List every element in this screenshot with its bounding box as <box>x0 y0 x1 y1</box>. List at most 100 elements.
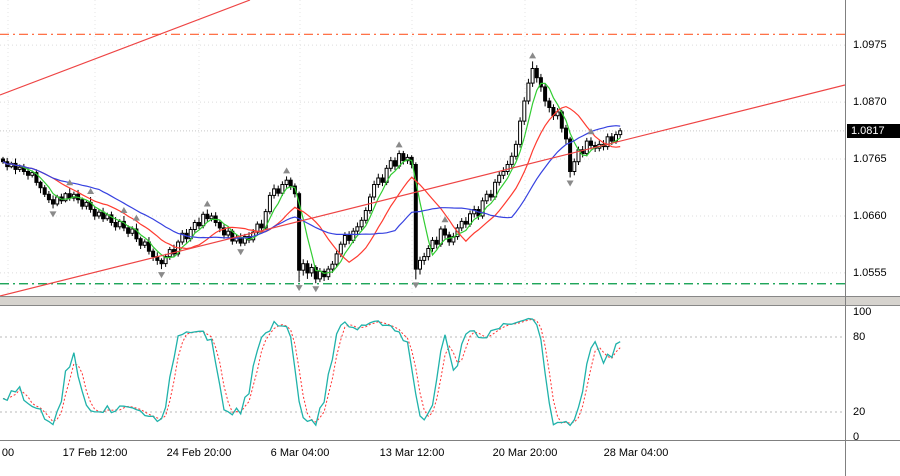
candle <box>618 128 623 138</box>
candle <box>142 239 147 248</box>
fractal-down-icon <box>158 272 165 279</box>
candles-layer <box>1 61 623 284</box>
candle <box>547 97 552 113</box>
candle <box>292 183 297 198</box>
fractal-down-icon <box>295 285 303 292</box>
price-axis[interactable]: 1.0817 1.0975 1.0870 1.0765 1.0660 1.0555 100… <box>845 0 900 476</box>
candle <box>280 181 285 196</box>
indicator-axis-label: 20 <box>853 406 866 418</box>
candle <box>272 184 277 199</box>
fractal-down-icon <box>49 211 57 218</box>
panel-divider[interactable] <box>0 296 900 306</box>
fractal-up-icon <box>529 52 537 59</box>
time-axis-label: 17 Feb 12:00 <box>62 447 128 459</box>
time-axis[interactable]: 00 17 Feb 12:00 24 Feb 20:00 6 Mar 04:00 13 … <box>0 441 845 476</box>
candle <box>518 117 523 148</box>
candle <box>301 259 306 276</box>
ma-mid-red-line <box>2 105 621 263</box>
stochastic-signal-line <box>2 318 621 424</box>
time-axis-label: 28 Mar 04:00 <box>603 447 669 459</box>
ma-slow-blue-line <box>2 125 621 239</box>
candle <box>572 158 577 176</box>
candle <box>163 253 168 267</box>
candle <box>38 180 43 194</box>
candle <box>543 84 548 107</box>
indicator-axis-label: 0 <box>853 431 860 443</box>
candle <box>63 192 68 203</box>
candle <box>551 104 556 120</box>
fractal-down-icon <box>312 286 320 293</box>
candle <box>564 124 568 144</box>
candle <box>276 185 281 197</box>
candle <box>534 65 539 83</box>
stochastic-panel[interactable] <box>0 306 845 440</box>
price-axis-label: 1.0555 <box>853 266 887 279</box>
candle <box>459 218 464 232</box>
candle <box>21 163 26 175</box>
current-price-tag: 1.0817 <box>847 123 900 138</box>
price-chart-panel[interactable] <box>0 0 845 296</box>
candle <box>288 177 293 190</box>
candle <box>267 192 272 215</box>
time-axis-label: 20 Mar 20:00 <box>492 447 558 459</box>
candle <box>317 268 322 283</box>
candle <box>34 169 39 186</box>
fractal-up-icon <box>441 216 449 223</box>
time-axis-label: 13 Mar 12:00 <box>379 447 445 459</box>
candle <box>484 190 489 204</box>
time-axis-label: 6 Mar 04:00 <box>270 447 330 459</box>
indicator-axis-label: 80 <box>853 331 866 343</box>
candle <box>363 207 368 224</box>
fractal-down-icon <box>566 180 574 187</box>
fractal-down-icon <box>237 249 245 256</box>
candle <box>330 261 335 273</box>
candle <box>497 171 502 186</box>
fractal-up-icon <box>132 214 140 221</box>
candle <box>501 167 506 180</box>
fractal-down-icon <box>412 282 420 289</box>
candle <box>405 154 410 164</box>
candle <box>584 137 589 157</box>
candle <box>426 245 431 261</box>
candle <box>605 133 610 150</box>
candle <box>180 230 185 245</box>
time-axis-label: 24 Feb 20:00 <box>166 447 232 459</box>
candle <box>472 205 477 218</box>
upper-channel-trendline[interactable] <box>0 0 251 96</box>
candle <box>334 250 339 268</box>
candle <box>126 225 131 238</box>
candle <box>138 236 143 249</box>
candle <box>242 233 247 246</box>
candle <box>84 200 89 210</box>
time-axis-label: 00 <box>1 447 15 459</box>
candle <box>422 252 427 265</box>
candle <box>9 161 14 169</box>
candle <box>134 223 139 242</box>
candle <box>322 268 327 281</box>
candle <box>284 176 289 188</box>
price-axis-label: 1.0660 <box>853 209 887 222</box>
candle <box>359 217 364 231</box>
candle <box>434 236 439 249</box>
candle <box>443 225 447 239</box>
candle <box>488 189 493 201</box>
candle <box>376 173 381 188</box>
candle <box>309 263 314 277</box>
lower-channel-trendline[interactable] <box>0 84 845 296</box>
candle <box>526 78 531 105</box>
stochastic-main-line <box>2 317 621 427</box>
candle <box>505 160 510 175</box>
fractal-up-icon <box>87 188 95 194</box>
fractals-layer <box>49 52 595 293</box>
candle <box>480 197 485 219</box>
candle <box>297 191 302 283</box>
candle <box>13 158 18 175</box>
candle <box>259 219 264 232</box>
candle <box>92 206 97 220</box>
candle <box>388 156 393 172</box>
indicator-axis-label: 100 <box>853 306 872 318</box>
candle <box>109 211 114 226</box>
candle <box>589 137 593 150</box>
candle <box>42 185 47 197</box>
